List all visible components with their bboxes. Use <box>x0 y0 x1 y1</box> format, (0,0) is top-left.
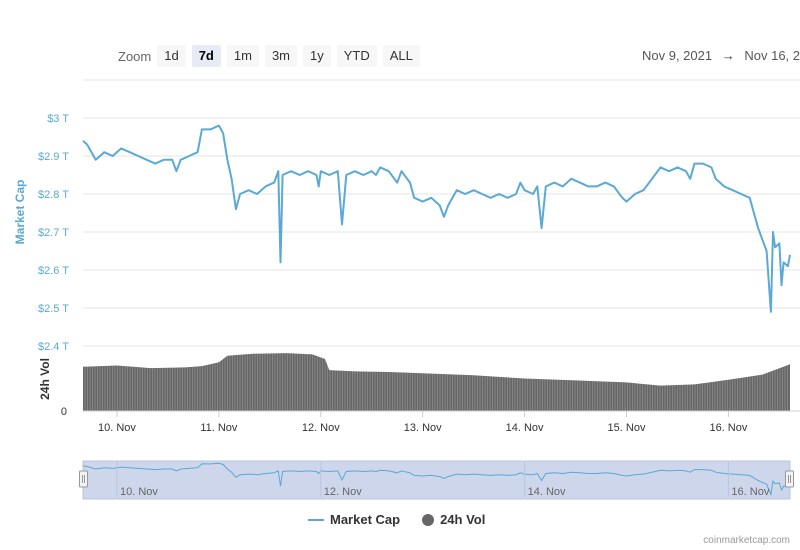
arrow-right-icon: → <box>721 48 735 63</box>
market-cap-line <box>82 124 791 313</box>
navigator-handle-left[interactable] <box>79 470 88 488</box>
x-tick-label: 15. Nov <box>608 422 646 434</box>
range-from-date[interactable]: Nov 9, 2021 <box>642 48 713 63</box>
x-axis: 10. Nov 11. Nov 12. Nov 13. Nov 14. Nov 15. N… <box>98 411 748 434</box>
y-tick-label: $3 T <box>47 113 69 125</box>
volume-series <box>83 346 790 411</box>
navigator-tick-label: 12. Nov <box>324 486 362 498</box>
y-tick-label: $2.8 T <box>38 189 69 201</box>
y-tick-label: $2.9 T <box>38 151 69 163</box>
y-axis-label-volume: 24h Vol <box>38 358 52 400</box>
legend-item-market-cap[interactable]: Market Cap <box>308 512 400 527</box>
range-to-date[interactable]: Nov 16, 2 <box>744 48 800 63</box>
zoom-button-3m[interactable]: 3m <box>264 45 297 67</box>
navigator-tick-label: 16. Nov <box>731 486 769 498</box>
x-tick-label: 16. Nov <box>709 422 747 434</box>
y-axis-label-market-cap: Market Cap <box>13 180 27 245</box>
zoom-button-1y[interactable]: 1y <box>303 45 331 67</box>
zoom-button-ytd[interactable]: YTD <box>336 45 377 67</box>
y-axis-market-cap: $3 T $2.9 T $2.8 T $2.7 T $2.6 T $2.5 T $2.4 T <box>38 113 69 353</box>
x-tick-label: 14. Nov <box>506 422 544 434</box>
volume-area <box>83 353 790 411</box>
zoom-button-7d[interactable]: 7d <box>191 45 221 67</box>
zoom-label: Zoom <box>118 48 152 64</box>
y-tick-label: 0 <box>61 406 67 418</box>
zoom-toolbar: Zoom 1d 7d 1m 3m 1y YTD ALL <box>118 44 426 68</box>
navigator-tick-label: 14. Nov <box>528 486 566 498</box>
navigator-series <box>82 462 791 497</box>
zoom-button-all[interactable]: ALL <box>382 45 420 67</box>
y-tick-label: $2.7 T <box>38 227 69 239</box>
x-tick-label: 12. Nov <box>302 422 340 434</box>
legend-item-volume[interactable]: 24h Vol <box>422 512 485 527</box>
legend-label-volume: 24h Vol <box>440 512 486 527</box>
grid-lines <box>83 117 800 347</box>
x-tick-label: 11. Nov <box>200 422 238 434</box>
x-tick-label: 13. Nov <box>404 422 442 434</box>
volume-dot-icon <box>422 513 435 526</box>
y-axis-volume: 0 <box>61 406 67 418</box>
market-cap-line-icon <box>308 518 324 521</box>
navigator-line <box>82 462 791 497</box>
x-tick-label: 10. Nov <box>98 422 136 434</box>
chart-legend: Market Cap 24h Vol <box>308 512 507 527</box>
y-tick-label: $2.5 T <box>38 303 69 315</box>
zoom-button-1m[interactable]: 1m <box>226 45 259 67</box>
navigator-axis: 10. Nov 12. Nov 14. Nov 16. Nov <box>116 462 770 498</box>
credit-link[interactable]: coinmarketcap.com <box>703 535 790 546</box>
navigator-selection[interactable] <box>82 460 791 500</box>
navigator-tick-label: 10. Nov <box>120 486 158 498</box>
market-cap-series <box>82 124 791 313</box>
y-tick-label: $2.6 T <box>38 265 69 277</box>
zoom-button-1d[interactable]: 1d <box>157 45 186 67</box>
navigator-handle-right[interactable] <box>785 470 794 488</box>
legend-label-market-cap: Market Cap <box>330 512 401 527</box>
date-range: Nov 9, 2021 → Nov 16, 2 <box>642 48 800 63</box>
y-tick-label: $2.4 T <box>38 341 69 353</box>
